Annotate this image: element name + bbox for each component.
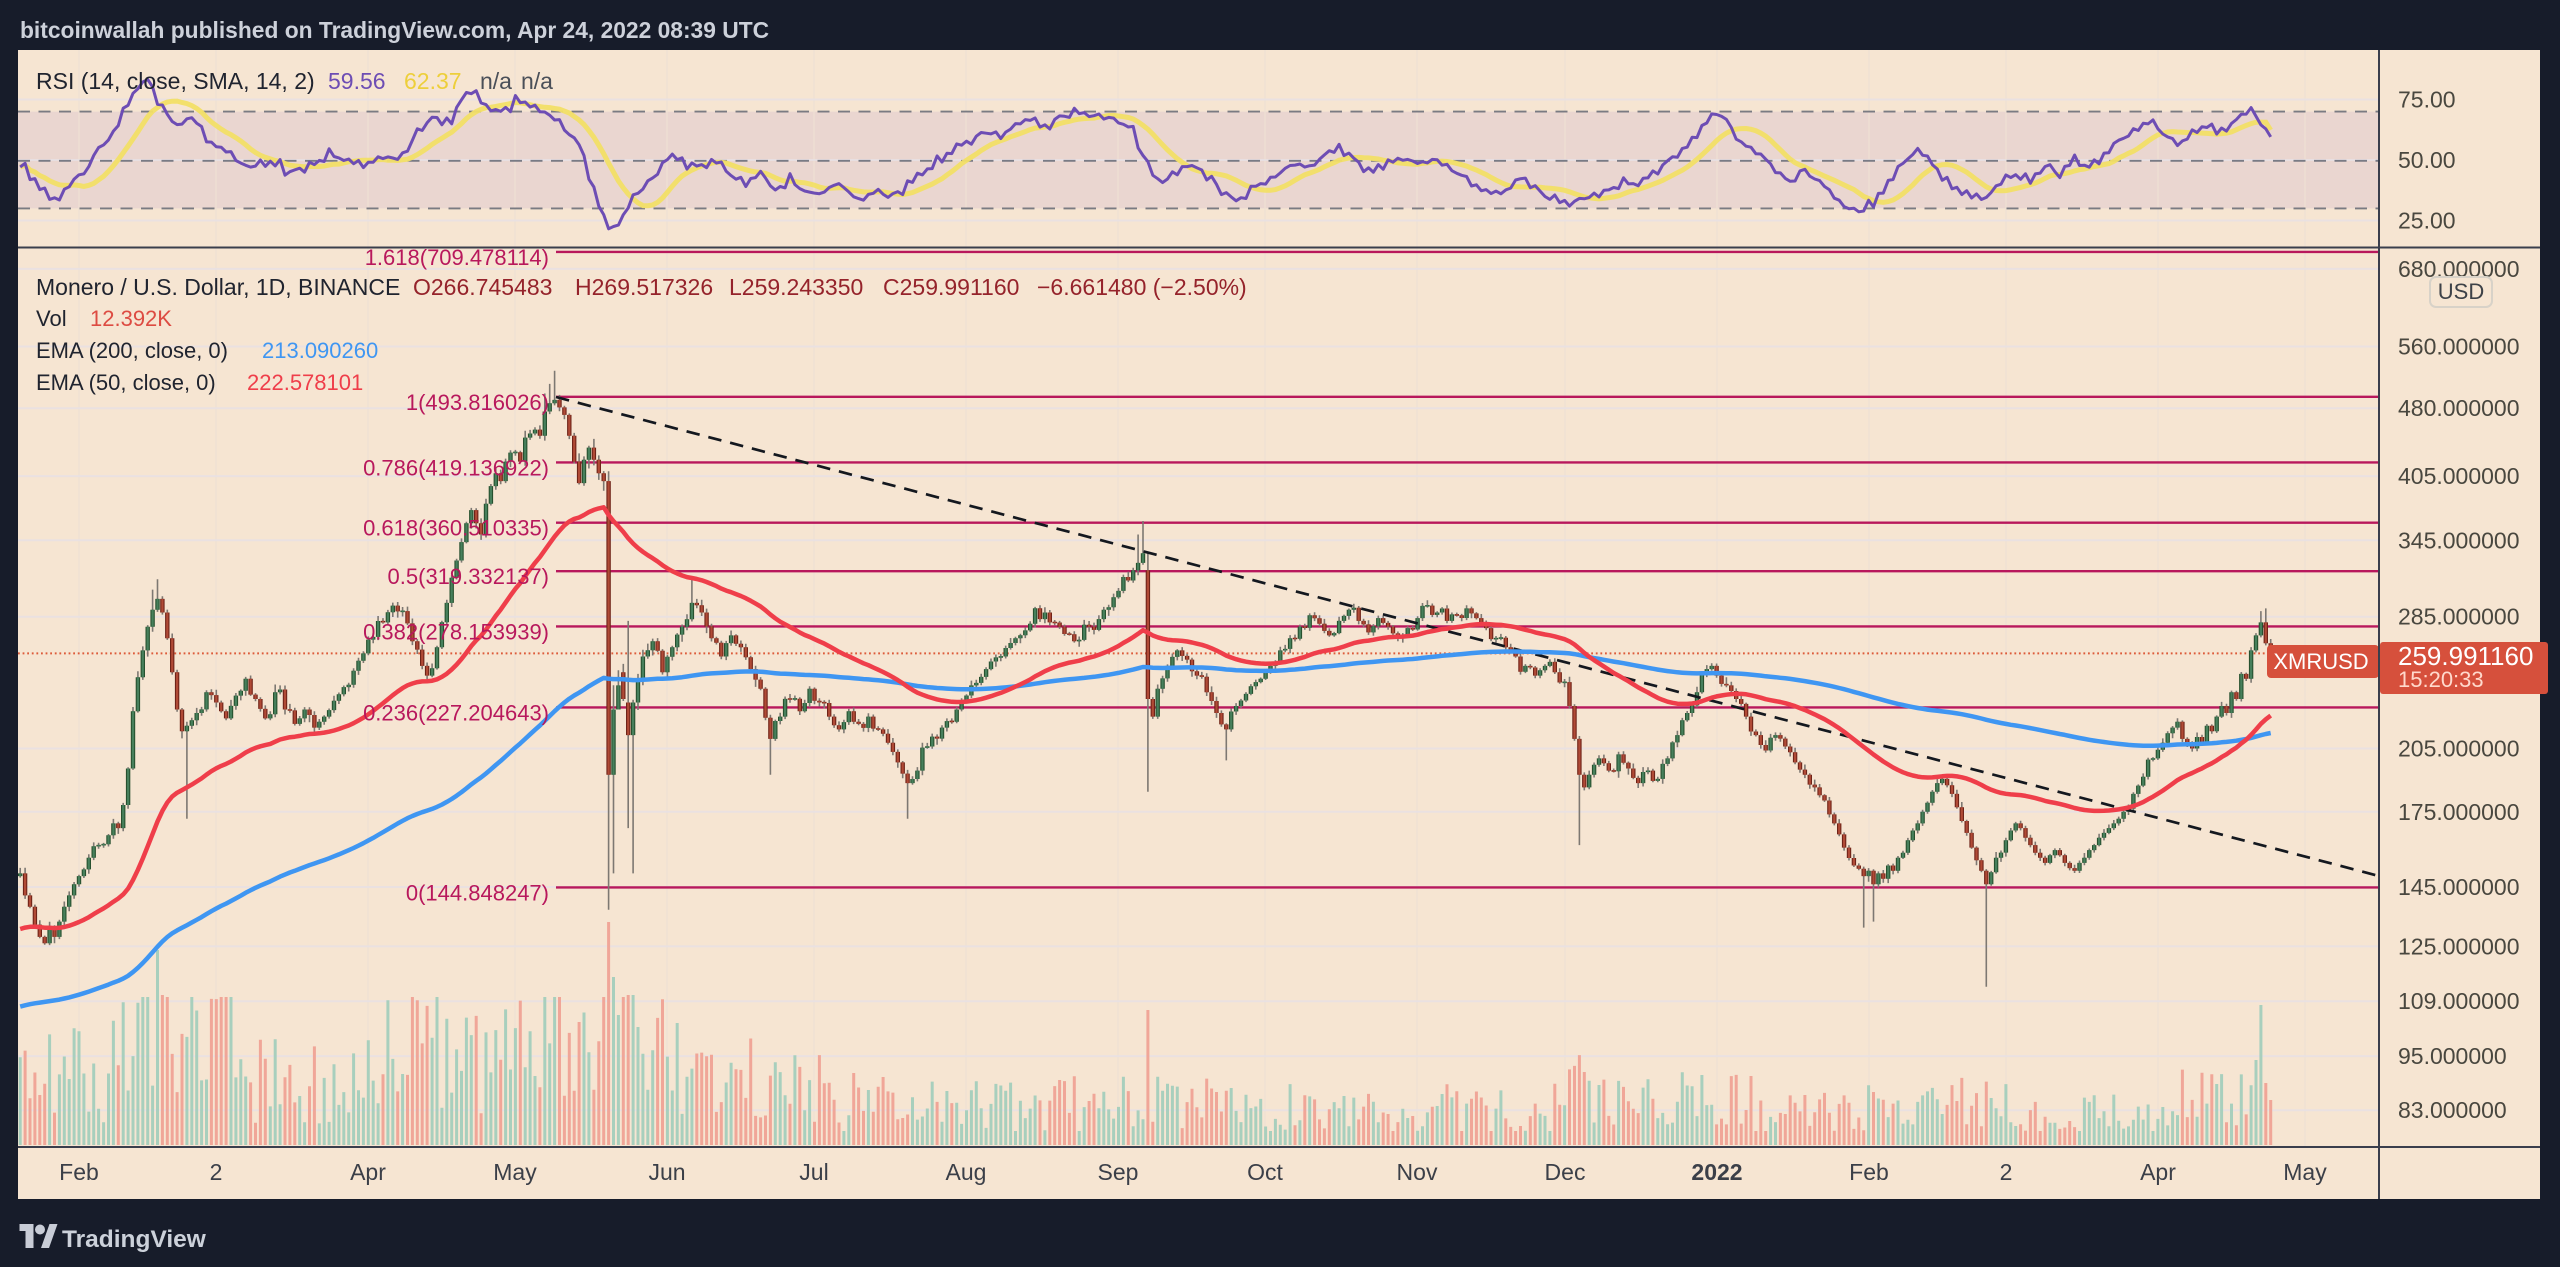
svg-text:May: May xyxy=(493,1159,537,1185)
svg-text:Monero / U.S. Dollar, 1D, BINA: Monero / U.S. Dollar, 1D, BINANCE O266.74… xyxy=(36,274,1247,300)
svg-text:RSI (14, close, SMA, 14, 2): RSI (14, close, SMA, 14, 2) xyxy=(36,68,315,94)
svg-text:15:20:33: 15:20:33 xyxy=(2398,667,2484,692)
svg-text:259.991160: 259.991160 xyxy=(2398,641,2533,671)
svg-text:0.786(419.136922): 0.786(419.136922) xyxy=(363,455,549,480)
svg-text:285.000000: 285.000000 xyxy=(2398,604,2520,630)
svg-text:109.000000: 109.000000 xyxy=(2398,988,2520,1014)
svg-text:Aug: Aug xyxy=(946,1159,987,1185)
svg-text:0.382(278.153939): 0.382(278.153939) xyxy=(363,619,549,644)
svg-text:2: 2 xyxy=(210,1159,223,1185)
svg-text:1.618(709.478114): 1.618(709.478114) xyxy=(365,245,549,270)
svg-text:Feb: Feb xyxy=(1849,1159,1889,1185)
svg-text:83.000000: 83.000000 xyxy=(2398,1097,2507,1123)
svg-text:59.56: 59.56 xyxy=(328,68,386,94)
svg-text:2: 2 xyxy=(2000,1159,2013,1185)
svg-text:EMA (50, close, 0)222.578101: EMA (50, close, 0) 222.578101 xyxy=(36,370,363,395)
svg-text:Sep: Sep xyxy=(1098,1159,1139,1185)
svg-text:Apr: Apr xyxy=(350,1159,386,1185)
svg-text:1(493.816026): 1(493.816026) xyxy=(406,390,549,415)
svg-text:XMRUSD: XMRUSD xyxy=(2273,649,2368,674)
svg-text:125.000000: 125.000000 xyxy=(2398,933,2520,959)
svg-text:560.000000: 560.000000 xyxy=(2398,334,2520,360)
svg-text:Oct: Oct xyxy=(1247,1159,1283,1185)
svg-text:Feb: Feb xyxy=(59,1159,99,1185)
svg-text:May: May xyxy=(2283,1159,2327,1185)
svg-text:bitcoinwallah published on Tra: bitcoinwallah published on TradingView.c… xyxy=(20,17,769,43)
svg-text:345.000000: 345.000000 xyxy=(2398,527,2520,553)
svg-text:Nov: Nov xyxy=(1397,1159,1438,1185)
svg-text:205.000000: 205.000000 xyxy=(2398,736,2520,762)
svg-text:480.000000: 480.000000 xyxy=(2398,395,2520,421)
svg-text:0.5(319.332137): 0.5(319.332137) xyxy=(388,564,549,589)
svg-text:405.000000: 405.000000 xyxy=(2398,463,2520,489)
svg-text:TradingView: TradingView xyxy=(62,1226,207,1253)
svg-text:145.000000: 145.000000 xyxy=(2398,874,2520,900)
svg-text:95.000000: 95.000000 xyxy=(2398,1043,2507,1069)
svg-text:0.236(227.204643): 0.236(227.204643) xyxy=(363,700,549,725)
svg-text:Jul: Jul xyxy=(799,1159,828,1185)
svg-text:0(144.848247): 0(144.848247) xyxy=(406,880,549,905)
svg-text:Dec: Dec xyxy=(1545,1159,1586,1185)
svg-text:EMA (200, close, 0)213.090260: EMA (200, close, 0) 213.090260 xyxy=(36,338,378,363)
svg-text:50.00: 50.00 xyxy=(2398,147,2456,173)
svg-text:n/a: n/a xyxy=(480,68,512,94)
svg-text:2022: 2022 xyxy=(1691,1159,1742,1185)
svg-text:62.37: 62.37 xyxy=(404,68,462,94)
svg-text:n/a: n/a xyxy=(521,68,553,94)
svg-text:25.00: 25.00 xyxy=(2398,208,2456,234)
svg-text:0.618(360.510335): 0.618(360.510335) xyxy=(363,516,549,541)
svg-text:Jun: Jun xyxy=(648,1159,685,1185)
svg-text:Apr: Apr xyxy=(2140,1159,2176,1185)
svg-text:75.00: 75.00 xyxy=(2398,87,2456,113)
svg-text:USD: USD xyxy=(2438,279,2484,304)
svg-text:175.000000: 175.000000 xyxy=(2398,799,2520,825)
